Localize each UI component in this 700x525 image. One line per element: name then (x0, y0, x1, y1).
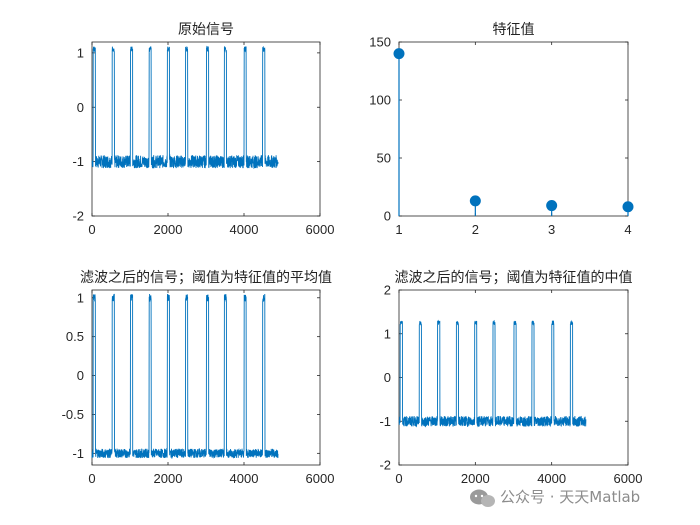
y-tick-label: 150 (369, 35, 391, 50)
subplot-2: 特征值 1 2 3 4 0 50 100 150 (369, 22, 634, 237)
x-tick-label: 4000 (230, 471, 259, 486)
x-tick-label: 6000 (614, 471, 643, 486)
y-tick-label: 100 (369, 93, 391, 108)
y-tick-label: 0 (77, 100, 84, 115)
stem-marker (393, 48, 405, 60)
y-tick-label: -1 (379, 414, 391, 429)
x-tick-label: 6000 (306, 471, 335, 486)
y-tick-label: 0 (384, 370, 391, 385)
x-tick-label: 4000 (230, 222, 259, 237)
subplot-3: 滤波之后的信号；阈值为特征值的平均值 0 2000 4000 6000 -1 -0.5 0 0.… (62, 270, 335, 486)
y-tick-label: -1 (72, 446, 84, 461)
axes-box (398, 41, 629, 217)
x-tick-label: 0 (88, 471, 95, 486)
y-tick-label: 2 (384, 283, 391, 298)
x-tick-label: 6000 (306, 222, 335, 237)
subplot-title: 滤波之后的信号；阈值为特征值的中值 (395, 270, 633, 286)
signal-line (91, 293, 279, 459)
x-tick-label: 4000 (537, 471, 566, 486)
y-tick-label: 50 (377, 151, 391, 166)
stem-marker (546, 200, 558, 212)
signal-line (91, 45, 279, 170)
y-tick-label: 1 (77, 290, 84, 305)
subplot-4: 滤波之后的信号；阈值为特征值的中值 0 2000 4000 6000 -2 -1 0 1 2 (379, 270, 642, 486)
stem-marker (469, 195, 481, 207)
subplot-title: 原始信号 (178, 22, 234, 38)
x-tick-label: 2000 (461, 471, 490, 486)
y-tick-label: -2 (379, 458, 391, 473)
wechat-icon (470, 489, 495, 507)
subplot-title: 滤波之后的信号；阈值为特征值的平均值 (80, 270, 332, 286)
y-tick-label: 0 (384, 209, 391, 224)
watermark: 公众号 · 天天Matlab (470, 488, 640, 507)
y-tick-label: 0 (77, 368, 84, 383)
signal-line (398, 319, 587, 428)
y-tick-label: -1 (72, 154, 84, 169)
y-tick-label: -2 (72, 209, 84, 224)
stem-marker (622, 201, 634, 213)
y-tick-label: -0.5 (62, 407, 84, 422)
x-tick-label: 0 (395, 471, 402, 486)
y-tick-label: 1 (384, 326, 391, 341)
x-tick-label: 3 (548, 222, 555, 237)
subplot-1: 原始信号 0 2000 4000 6000 -2 -1 0 1 (72, 22, 334, 237)
x-tick-label: 0 (88, 222, 95, 237)
x-tick-label: 4 (624, 222, 631, 237)
watermark-text: 公众号 · 天天Matlab (500, 488, 640, 506)
x-tick-label: 2000 (154, 222, 183, 237)
subplot-title: 特征值 (493, 22, 535, 38)
x-tick-label: 2000 (154, 471, 183, 486)
y-tick-label: 1 (77, 45, 84, 60)
x-tick-label: 1 (395, 222, 402, 237)
y-tick-label: 0.5 (66, 329, 84, 344)
x-tick-label: 2 (472, 222, 479, 237)
